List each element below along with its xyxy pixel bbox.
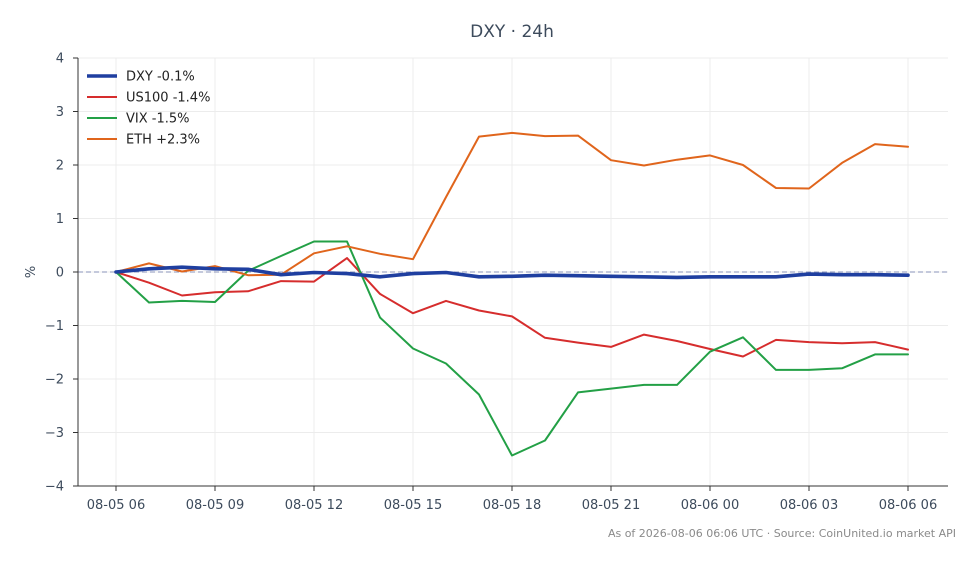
legend-label-eth: ETH +2.3% (126, 133, 200, 148)
x-tick-label: 08-05 15 (384, 498, 442, 513)
y-tick-label: 3 (56, 105, 64, 120)
x-tick-label: 08-06 00 (681, 498, 739, 513)
y-tick-label: 4 (56, 52, 64, 67)
x-tick-label: 08-05 06 (87, 498, 145, 513)
y-tick-label: 1 (56, 212, 64, 227)
footer-source-note: As of 2026-08-06 06:06 UTC · Source: Coi… (608, 527, 956, 540)
legend: DXY -0.1% US100 -1.4% VIX -1.5% ETH +2.3% (87, 70, 210, 148)
legend-label-dxy: DXY -0.1% (126, 70, 195, 85)
x-tick-label: 08-06 03 (780, 498, 838, 513)
series-line-us100 (115, 257, 909, 358)
legend-label-us100: US100 -1.4% (126, 91, 210, 106)
y-tick-label: −1 (45, 319, 64, 334)
x-tick-label: 08-05 12 (285, 498, 343, 513)
series-layer (114, 131, 910, 457)
legend-label-vix: VIX -1.5% (126, 112, 189, 127)
y-tick-label: −2 (45, 373, 64, 388)
chart-title: DXY · 24h (470, 22, 554, 42)
y-tick-label: 2 (56, 159, 64, 174)
tick-labels: −4 −3 −2 −1 0 1 2 3 4 08-05 06 08-05 09 08-05 12 08-… (45, 52, 937, 514)
y-tick-label: −4 (45, 480, 64, 495)
series-line-dxy (114, 265, 910, 280)
x-tick-label: 08-05 21 (582, 498, 640, 513)
y-axis-label: % (24, 266, 39, 278)
x-tick-label: 08-06 06 (879, 498, 937, 513)
x-tick-label: 08-05 18 (483, 498, 541, 513)
x-tick-label: 08-05 09 (186, 498, 244, 513)
axes (73, 57, 948, 491)
series-line-eth (115, 131, 909, 277)
y-tick-label: 0 (56, 266, 64, 281)
y-tick-label: −3 (45, 426, 64, 441)
